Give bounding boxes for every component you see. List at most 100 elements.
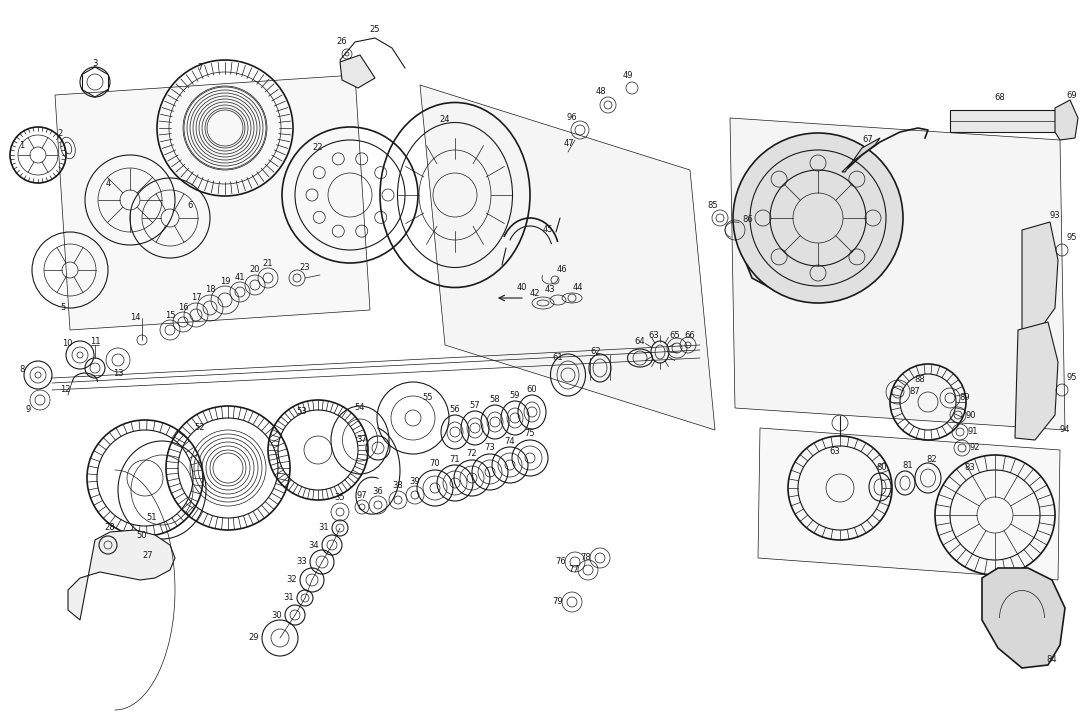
Polygon shape <box>341 55 375 88</box>
Text: 14: 14 <box>130 314 141 322</box>
Text: 74: 74 <box>505 437 516 445</box>
Text: 48: 48 <box>596 87 606 96</box>
Polygon shape <box>738 138 882 292</box>
Text: 97: 97 <box>357 490 368 500</box>
Text: 86: 86 <box>743 215 753 225</box>
Text: 79: 79 <box>552 597 563 607</box>
Text: 35: 35 <box>335 494 345 502</box>
Text: 2: 2 <box>57 129 63 137</box>
Text: 51: 51 <box>147 513 157 523</box>
Text: 37: 37 <box>357 435 368 445</box>
Text: 49: 49 <box>623 71 633 80</box>
Text: 77: 77 <box>569 565 579 575</box>
Text: 9: 9 <box>25 406 30 414</box>
Polygon shape <box>982 568 1065 668</box>
Text: 17: 17 <box>190 294 201 302</box>
Text: 38: 38 <box>392 482 403 490</box>
Text: 26: 26 <box>336 38 347 46</box>
Text: 81: 81 <box>903 461 913 469</box>
Text: 87: 87 <box>909 388 920 396</box>
Text: 73: 73 <box>484 443 495 453</box>
Text: 16: 16 <box>177 302 188 312</box>
Polygon shape <box>758 428 1060 580</box>
Text: 61: 61 <box>552 354 563 362</box>
Polygon shape <box>730 118 1065 430</box>
Text: 78: 78 <box>580 554 591 562</box>
Text: 31: 31 <box>319 523 330 533</box>
Text: 84: 84 <box>1046 656 1057 664</box>
Text: 57: 57 <box>469 401 480 411</box>
Text: 67: 67 <box>863 135 873 145</box>
Text: 94: 94 <box>1059 426 1070 435</box>
Text: 69: 69 <box>1067 90 1078 100</box>
Text: 71: 71 <box>450 455 461 463</box>
Text: 90: 90 <box>965 411 976 419</box>
Text: 89: 89 <box>960 393 971 403</box>
Text: 7: 7 <box>198 64 203 72</box>
Text: 75: 75 <box>524 429 535 439</box>
Text: 30: 30 <box>271 610 282 620</box>
Text: 53: 53 <box>296 408 307 416</box>
Text: 43: 43 <box>545 286 556 294</box>
Text: 13: 13 <box>112 369 123 377</box>
Text: 47: 47 <box>563 139 574 147</box>
Text: 91: 91 <box>967 427 978 437</box>
Text: 3: 3 <box>92 59 97 67</box>
Text: 32: 32 <box>286 576 297 584</box>
Text: 96: 96 <box>566 114 577 122</box>
Text: 15: 15 <box>164 310 175 320</box>
Text: 27: 27 <box>143 550 154 560</box>
Text: 80: 80 <box>877 463 888 473</box>
Bar <box>950 110 1055 132</box>
Polygon shape <box>842 138 880 172</box>
Text: 85: 85 <box>708 200 718 210</box>
Text: 6: 6 <box>187 200 192 210</box>
Text: 42: 42 <box>530 288 540 297</box>
Circle shape <box>733 133 903 303</box>
Text: 56: 56 <box>450 406 461 414</box>
Text: 59: 59 <box>510 391 520 401</box>
Text: 58: 58 <box>490 395 501 404</box>
Text: 65: 65 <box>670 330 680 340</box>
Text: 11: 11 <box>90 338 101 346</box>
Text: 63: 63 <box>649 330 659 340</box>
Text: 50: 50 <box>137 531 147 541</box>
Text: 39: 39 <box>410 476 421 486</box>
Text: 12: 12 <box>59 385 70 395</box>
Text: 62: 62 <box>590 348 601 356</box>
Text: 34: 34 <box>309 541 319 549</box>
Polygon shape <box>68 530 175 620</box>
Text: 1: 1 <box>19 140 25 150</box>
Text: 82: 82 <box>926 455 937 464</box>
Polygon shape <box>1015 322 1058 440</box>
Text: 70: 70 <box>429 460 440 469</box>
Text: 45: 45 <box>543 226 553 234</box>
Text: 60: 60 <box>526 385 537 395</box>
Text: 63: 63 <box>829 448 840 456</box>
Text: 23: 23 <box>299 263 310 273</box>
Text: 93: 93 <box>1050 210 1060 220</box>
Polygon shape <box>1055 100 1078 140</box>
Text: 4: 4 <box>105 179 110 187</box>
Text: 66: 66 <box>684 330 695 340</box>
Text: 28: 28 <box>105 523 116 533</box>
Text: 10: 10 <box>62 338 72 348</box>
Text: 19: 19 <box>219 276 230 286</box>
Polygon shape <box>421 85 715 430</box>
Text: 46: 46 <box>557 265 568 275</box>
Text: 18: 18 <box>204 286 215 294</box>
Polygon shape <box>1022 222 1058 332</box>
Text: 83: 83 <box>964 463 975 473</box>
Text: 31: 31 <box>283 594 294 602</box>
Text: 64: 64 <box>635 338 645 346</box>
Text: 95: 95 <box>1067 234 1078 242</box>
Text: 41: 41 <box>235 273 245 281</box>
Text: 33: 33 <box>296 557 307 567</box>
Polygon shape <box>55 75 370 330</box>
Text: 5: 5 <box>61 304 66 312</box>
Text: 36: 36 <box>373 487 384 495</box>
Text: 20: 20 <box>250 265 261 275</box>
Text: 88: 88 <box>915 375 925 385</box>
Text: 40: 40 <box>517 283 528 293</box>
Text: 22: 22 <box>312 143 323 153</box>
